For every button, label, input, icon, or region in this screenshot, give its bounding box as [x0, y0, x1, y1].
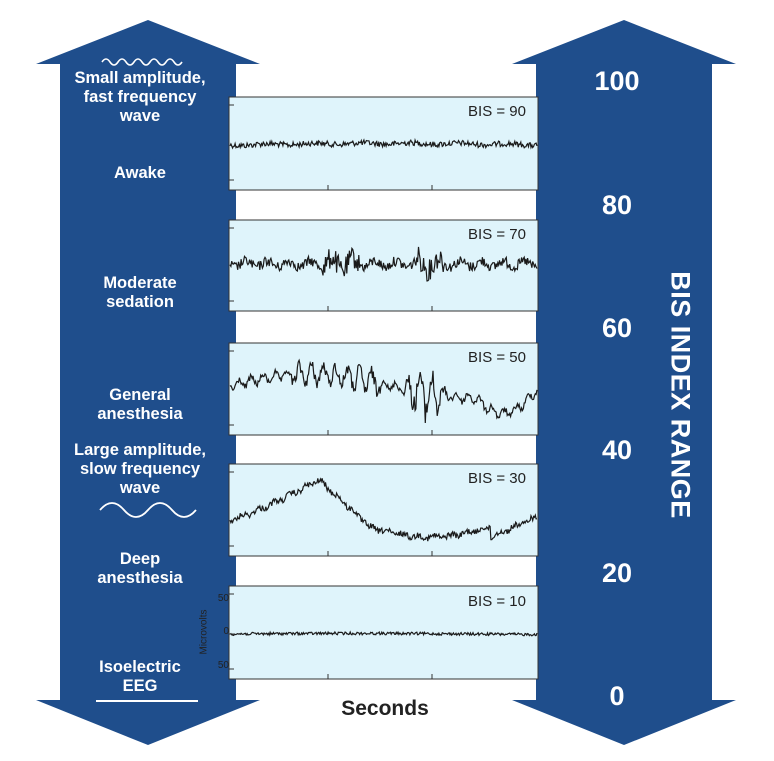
panel-label-30: BIS = 30	[468, 470, 526, 487]
label-deep-anesthesia: Deep anesthesia	[97, 550, 183, 587]
x-axis-label: Seconds	[341, 697, 429, 720]
y-tick-bottom: 50	[217, 660, 229, 671]
label-isoelectric-eeg: Isoelectric EEG	[99, 658, 181, 695]
right-double-arrow	[512, 20, 736, 745]
label-small-amplitude: Small amplitude, fast frequency wave	[74, 69, 206, 125]
label-general-anesthesia: General anesthesia	[97, 386, 183, 423]
eeg-panel-70	[228, 219, 539, 312]
eeg-trace-10	[229, 630, 538, 637]
eeg-trace-70	[229, 246, 538, 282]
eeg-trace-30	[229, 477, 538, 542]
left-double-arrow	[36, 20, 260, 745]
bis-tick-80: 80	[601, 190, 633, 220]
panel-label-90: BIS = 90	[468, 103, 526, 120]
label-awake: Awake	[114, 164, 166, 182]
bis-tick-100: 100	[594, 66, 640, 96]
y-tick-zero: 0	[223, 626, 229, 637]
slow-wave-icon	[99, 502, 197, 518]
panel-label-50: BIS = 50	[468, 349, 526, 366]
eeg-trace-90	[229, 137, 538, 150]
panel-axis-ticks	[229, 104, 433, 679]
bis-tick-60: 60	[601, 313, 633, 343]
eeg-trace-50	[229, 358, 538, 424]
label-large-amplitude: Large amplitude, slow frequency wave	[73, 441, 207, 497]
bis-tick-20: 20	[601, 558, 633, 588]
eeg-panel-50	[228, 342, 539, 436]
fast-wave-icon	[101, 58, 183, 66]
panel-label-10: BIS = 10	[468, 593, 526, 610]
bis-tick-40: 40	[601, 435, 633, 465]
bis-tick-0: 0	[609, 681, 625, 711]
eeg-panel-90	[228, 96, 539, 191]
eeg-panel-10	[228, 585, 539, 680]
label-moderate-sedation: Moderate sedation	[103, 274, 177, 311]
eeg-panel-30	[228, 463, 539, 557]
y-tick-top: 50	[217, 593, 229, 604]
panel-label-70: BIS = 70	[468, 226, 526, 243]
